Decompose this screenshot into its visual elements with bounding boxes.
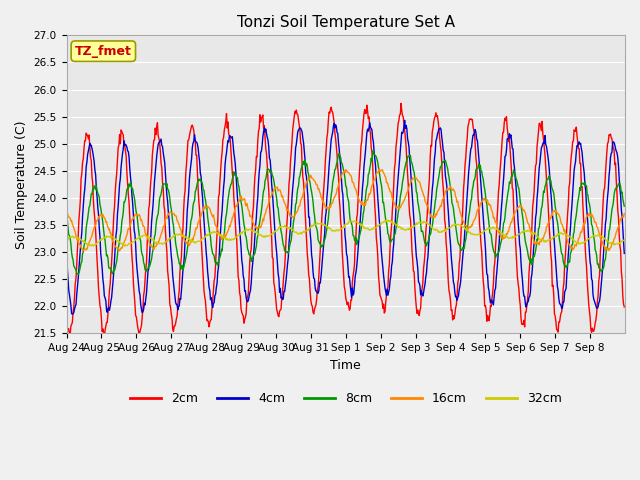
32cm bbox=[620, 237, 628, 243]
32cm bbox=[259, 234, 267, 240]
8cm bbox=[436, 169, 444, 175]
16cm bbox=[436, 205, 444, 211]
4cm bbox=[436, 126, 444, 132]
4cm bbox=[68, 311, 76, 317]
Line: 2cm: 2cm bbox=[67, 103, 624, 336]
16cm bbox=[116, 248, 124, 254]
32cm bbox=[121, 243, 129, 249]
32cm bbox=[383, 217, 390, 223]
8cm bbox=[404, 153, 412, 159]
32cm bbox=[436, 229, 444, 235]
32cm bbox=[63, 237, 70, 243]
32cm bbox=[232, 235, 239, 240]
16cm bbox=[63, 211, 70, 216]
2cm bbox=[397, 100, 405, 106]
2cm bbox=[259, 112, 267, 118]
2cm bbox=[620, 304, 628, 310]
8cm bbox=[280, 243, 288, 249]
4cm bbox=[129, 201, 136, 206]
8cm bbox=[129, 186, 136, 192]
Line: 8cm: 8cm bbox=[67, 151, 624, 275]
Text: TZ_fmet: TZ_fmet bbox=[75, 45, 132, 58]
8cm bbox=[74, 272, 82, 277]
16cm bbox=[620, 211, 628, 216]
16cm bbox=[404, 186, 412, 192]
8cm bbox=[232, 172, 239, 178]
Line: 32cm: 32cm bbox=[67, 220, 624, 246]
Line: 4cm: 4cm bbox=[67, 120, 624, 314]
4cm bbox=[259, 134, 267, 140]
Y-axis label: Soil Temperature (C): Soil Temperature (C) bbox=[15, 120, 28, 249]
32cm bbox=[129, 240, 136, 245]
4cm bbox=[620, 251, 628, 256]
8cm bbox=[369, 148, 376, 154]
2cm bbox=[136, 333, 143, 338]
8cm bbox=[259, 193, 267, 199]
16cm bbox=[280, 199, 288, 204]
4cm bbox=[404, 139, 412, 145]
4cm bbox=[232, 161, 239, 167]
4cm bbox=[280, 288, 288, 294]
16cm bbox=[232, 205, 239, 211]
32cm bbox=[280, 224, 288, 230]
4cm bbox=[401, 118, 408, 123]
2cm bbox=[280, 270, 288, 276]
Title: Tonzi Soil Temperature Set A: Tonzi Soil Temperature Set A bbox=[237, 15, 455, 30]
16cm bbox=[259, 216, 267, 222]
16cm bbox=[376, 166, 383, 172]
2cm bbox=[232, 217, 239, 223]
2cm bbox=[128, 254, 136, 260]
2cm bbox=[404, 182, 412, 188]
Line: 16cm: 16cm bbox=[67, 169, 624, 251]
16cm bbox=[129, 216, 136, 222]
8cm bbox=[63, 210, 70, 216]
Legend: 2cm, 4cm, 8cm, 16cm, 32cm: 2cm, 4cm, 8cm, 16cm, 32cm bbox=[125, 387, 567, 410]
2cm bbox=[63, 317, 70, 323]
8cm bbox=[620, 204, 628, 209]
4cm bbox=[63, 260, 70, 266]
X-axis label: Time: Time bbox=[330, 359, 361, 372]
2cm bbox=[436, 134, 444, 140]
32cm bbox=[404, 226, 412, 232]
